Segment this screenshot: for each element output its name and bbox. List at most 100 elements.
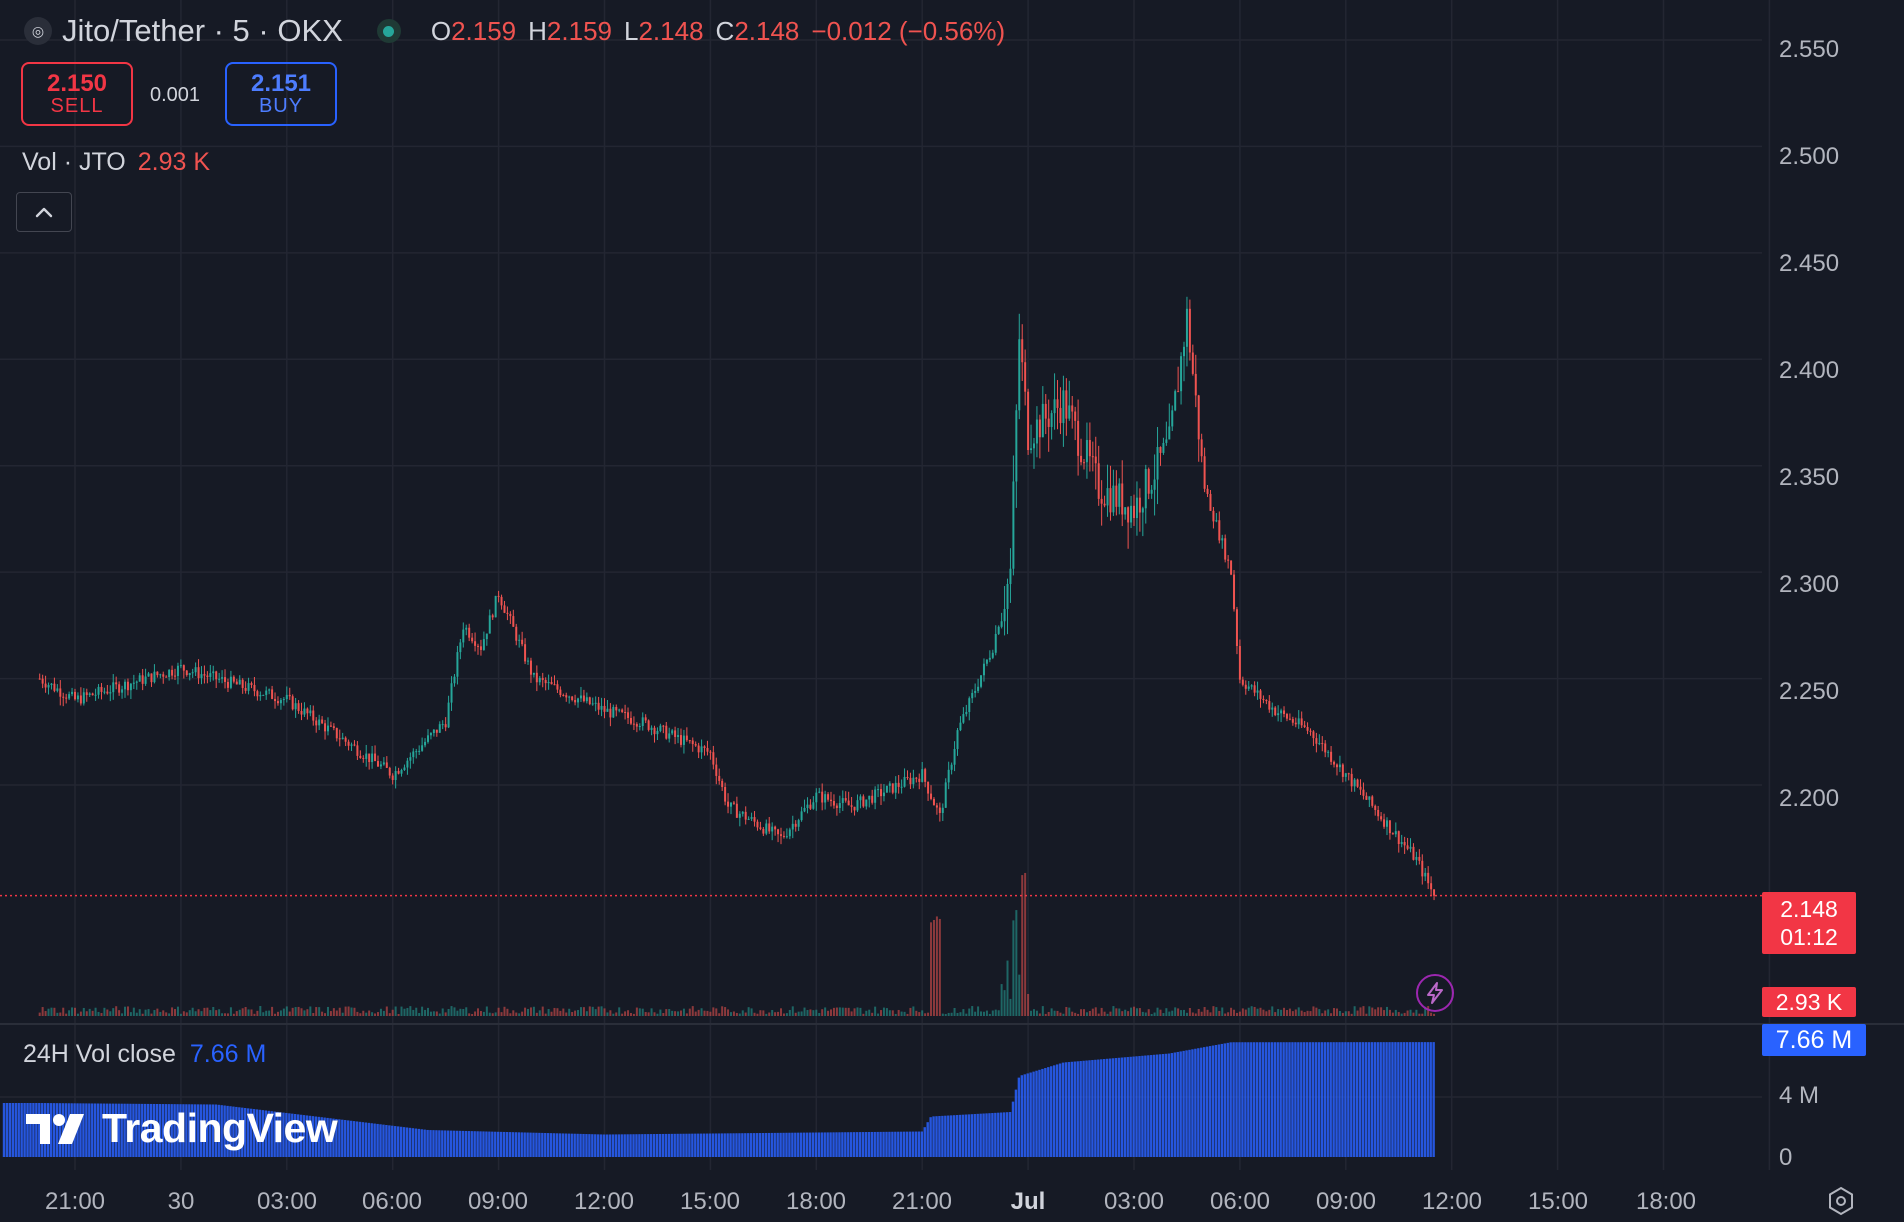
candle-body <box>365 753 368 759</box>
volume-bar <box>1009 998 1012 1016</box>
indicator-bar <box>567 1133 570 1157</box>
volume-bar <box>844 1007 847 1016</box>
candle-body <box>1177 391 1180 393</box>
volume-bar <box>347 1006 350 1016</box>
indicator-bar <box>1067 1062 1071 1157</box>
volume-bar <box>185 1012 188 1016</box>
indicator-bar <box>8 1103 12 1157</box>
volume-bar <box>1244 1009 1247 1016</box>
indicator-bar <box>20 1103 23 1157</box>
candle-body <box>962 714 965 723</box>
volume-bar <box>224 1013 227 1016</box>
tradingview-logo[interactable]: TradingView <box>26 1105 338 1152</box>
settings-icon[interactable] <box>1826 1186 1856 1216</box>
indicator-bar <box>732 1133 735 1157</box>
indicator-bar <box>1197 1048 1200 1157</box>
candle-body <box>1433 889 1436 896</box>
candle-body <box>1291 719 1294 723</box>
indicator-bar <box>226 1105 229 1157</box>
volume-bar <box>547 1009 550 1016</box>
indicator-bar <box>1073 1061 1076 1157</box>
candle-body <box>459 642 462 653</box>
candle-body <box>1091 456 1094 458</box>
indicator-bar <box>1288 1042 1291 1157</box>
indicator-bar <box>435 1130 438 1157</box>
volume-bar <box>615 1012 618 1016</box>
volume-bar <box>1038 1013 1041 1016</box>
symbol-title[interactable]: Jito/Tether · 5 · OKX <box>62 13 343 48</box>
indicator-bar <box>844 1132 847 1157</box>
jito-logo-icon[interactable]: ◎ <box>24 17 52 45</box>
candle-body <box>947 769 950 783</box>
indicator-bar <box>255 1109 259 1157</box>
indicator-bar <box>947 1115 950 1157</box>
indicator-bar <box>1070 1061 1074 1157</box>
candle-body <box>332 726 335 729</box>
candle-body <box>762 828 765 834</box>
indicator-bar <box>158 1104 162 1157</box>
candle-body <box>971 692 974 699</box>
volume-bar <box>1383 1010 1386 1016</box>
ohlc-low: L2.148 <box>624 15 704 46</box>
indicator-bar <box>735 1133 738 1157</box>
candle-body <box>632 723 635 725</box>
sell-button[interactable]: 2.150 SELL <box>21 62 133 126</box>
volume-bar <box>165 1012 168 1016</box>
candle-body <box>1277 713 1280 716</box>
indicator-legend[interactable]: 24H Vol close 7.66 M <box>23 1040 266 1069</box>
indicator-bar <box>561 1133 565 1157</box>
indicator-bar <box>1405 1042 1409 1157</box>
volume-bar <box>412 1009 415 1016</box>
candle-body <box>853 806 856 811</box>
candle-body <box>494 595 497 618</box>
candle-body <box>176 665 179 676</box>
candle-body <box>1227 559 1230 561</box>
volume-bar <box>297 1006 300 1016</box>
volume-bar <box>1406 1010 1409 1016</box>
candle-body <box>927 781 930 794</box>
volume-bar <box>1153 1012 1156 1016</box>
collapse-legend-button[interactable] <box>16 192 72 232</box>
volume-bar <box>44 1011 47 1016</box>
volume-legend[interactable]: Vol · JTO 2.93 K <box>22 148 210 177</box>
candle-body <box>653 727 656 735</box>
candle-body <box>374 753 377 762</box>
candle-body <box>941 807 944 813</box>
indicator-bar <box>932 1116 935 1157</box>
indicator-bar <box>161 1104 165 1157</box>
indicator-bar <box>564 1133 568 1157</box>
volume-bar <box>732 1011 735 1016</box>
market-open-dot-icon[interactable] <box>376 19 401 43</box>
indicator-bar <box>1285 1042 1288 1157</box>
volume-bar <box>174 1009 177 1016</box>
candle-body <box>132 682 135 684</box>
candle-body <box>506 612 509 614</box>
candle-body <box>115 682 118 685</box>
volume-bar <box>809 1009 812 1016</box>
indicator-bar <box>376 1123 379 1157</box>
volume-bar <box>556 1008 559 1016</box>
volume-bar <box>668 1009 671 1016</box>
volume-bar <box>391 1009 394 1016</box>
indicator-bar <box>14 1103 17 1157</box>
volume-bar <box>1024 872 1027 1016</box>
volume-bar <box>968 1008 971 1016</box>
candle-body <box>1165 439 1168 443</box>
indicator-bar <box>1035 1070 1038 1157</box>
indicator-bar <box>129 1103 132 1157</box>
candle-body <box>994 633 997 653</box>
candle-body <box>394 770 397 781</box>
lightning-icon[interactable] <box>1416 974 1454 1012</box>
volume-bar <box>1085 1012 1088 1016</box>
indicator-bar <box>1144 1055 1147 1157</box>
indicator-bar <box>1200 1047 1203 1157</box>
candle-body <box>1062 390 1065 424</box>
candle-body <box>238 679 241 685</box>
candle-body <box>777 829 780 835</box>
indicator-bar <box>341 1119 344 1157</box>
indicator-bar <box>823 1132 826 1157</box>
candle-body <box>668 733 671 739</box>
buy-button[interactable]: 2.151 BUY <box>225 62 337 126</box>
volume-bar <box>906 1013 909 1016</box>
